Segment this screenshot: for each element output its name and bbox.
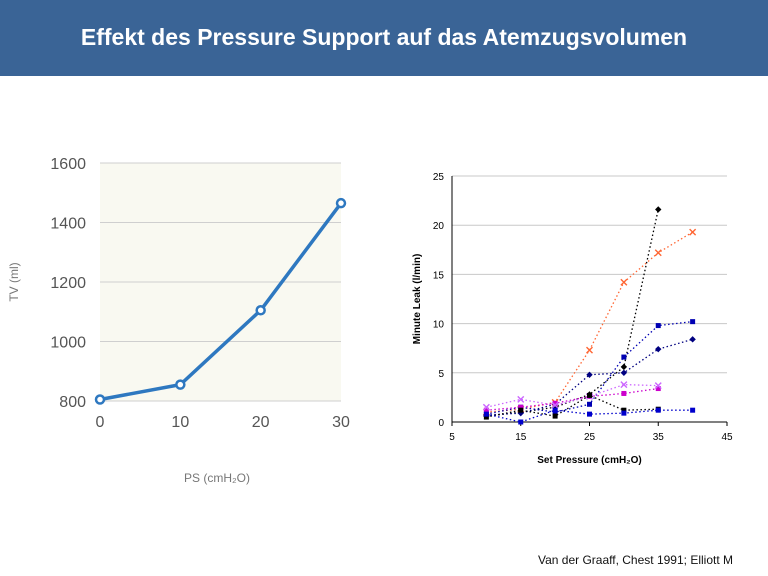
y-tick-label: 0 bbox=[438, 418, 444, 429]
data-point bbox=[518, 404, 524, 410]
series-line bbox=[486, 320, 693, 415]
data-point bbox=[689, 228, 697, 236]
tidal-volume-chart: 800 1000 1200 1400 1600 0 10 20 30 PS (cmH₂O) TV (… bbox=[7, 156, 350, 485]
data-point bbox=[483, 411, 489, 417]
series-line bbox=[486, 231, 693, 413]
data-point bbox=[655, 407, 661, 413]
citation-text: Van der Graaff, Chest 1991; Elliott M bbox=[538, 553, 733, 567]
data-point bbox=[586, 371, 593, 378]
data-point bbox=[517, 395, 525, 403]
data-point bbox=[586, 346, 593, 354]
y-axis-label: Minute Leak (l/min) bbox=[412, 254, 423, 345]
y-tick-label: 25 bbox=[433, 172, 445, 183]
data-point bbox=[654, 249, 662, 257]
data-point bbox=[483, 407, 489, 413]
title-banner: Effekt des Pressure Support auf das Atem… bbox=[0, 0, 768, 76]
data-point bbox=[94, 394, 106, 405]
y-axis-label: TV (ml) bbox=[7, 262, 21, 301]
x-tick-label: 30 bbox=[332, 414, 350, 431]
data-point bbox=[483, 414, 489, 420]
data-point bbox=[620, 369, 628, 376]
x-tick-label: 5 bbox=[449, 432, 455, 443]
data-point bbox=[518, 407, 524, 413]
data-point bbox=[620, 381, 628, 389]
data-point bbox=[621, 390, 627, 396]
x-axis-label: Set Pressure (cmH₂O) bbox=[537, 455, 641, 466]
y-tick-label: 800 bbox=[59, 394, 86, 411]
data-point bbox=[552, 413, 558, 419]
data-point bbox=[655, 386, 661, 392]
y-tick-label: 1000 bbox=[50, 335, 86, 352]
y-tick-label: 15 bbox=[433, 270, 445, 281]
data-point bbox=[587, 392, 592, 398]
y-tick-label: 1400 bbox=[50, 216, 86, 233]
y-tick-label: 5 bbox=[438, 369, 444, 380]
x-tick-label: 10 bbox=[171, 414, 189, 431]
data-point bbox=[621, 410, 627, 416]
data-point bbox=[621, 354, 627, 360]
data-point bbox=[621, 407, 627, 413]
y-tick-label: 1200 bbox=[50, 275, 86, 292]
data-point bbox=[335, 197, 347, 209]
series-line bbox=[99, 202, 343, 402]
x-tick-label: 35 bbox=[653, 432, 665, 443]
data-point bbox=[655, 323, 661, 329]
series-line bbox=[486, 209, 659, 417]
data-point bbox=[551, 401, 559, 409]
y-tick-label: 20 bbox=[433, 221, 445, 232]
data-point bbox=[655, 345, 662, 353]
x-tick-label: 0 bbox=[96, 414, 105, 431]
data-point bbox=[175, 379, 186, 390]
x-tick-label: 45 bbox=[721, 432, 733, 443]
series-line bbox=[486, 383, 659, 408]
y-tick-label: 1600 bbox=[50, 156, 86, 173]
y-tick-label: 10 bbox=[433, 320, 445, 331]
x-tick-label: 25 bbox=[584, 432, 596, 443]
data-point bbox=[655, 206, 662, 213]
data-point bbox=[518, 419, 524, 425]
series-line bbox=[486, 394, 659, 418]
data-point bbox=[620, 278, 628, 286]
data-point bbox=[552, 407, 558, 413]
data-point bbox=[690, 407, 696, 413]
data-point bbox=[654, 382, 662, 390]
slide-title: Effekt des Pressure Support auf das Atem… bbox=[80, 24, 688, 50]
data-point bbox=[620, 363, 628, 371]
x-axis-label: PS (cmH₂O) bbox=[184, 471, 250, 485]
x-tick-label: 15 bbox=[515, 432, 527, 443]
x-tick-label: 20 bbox=[252, 414, 270, 431]
data-point bbox=[690, 319, 696, 325]
data-point bbox=[482, 403, 490, 411]
data-point bbox=[255, 305, 266, 316]
data-point bbox=[587, 411, 592, 417]
data-point bbox=[552, 400, 558, 406]
data-point bbox=[689, 336, 696, 343]
data-point bbox=[587, 401, 592, 407]
series-line bbox=[486, 387, 659, 411]
